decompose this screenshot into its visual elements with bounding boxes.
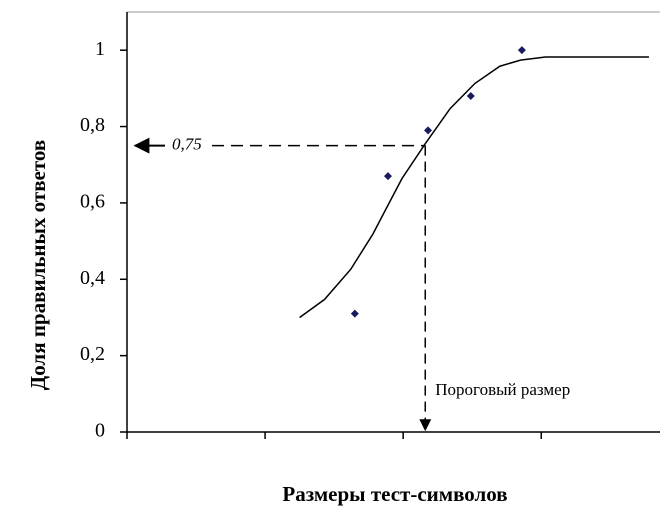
point [466, 92, 475, 100]
y-axis-label: Доля правильных ответов [26, 140, 50, 390]
point [350, 309, 359, 318]
point [517, 46, 526, 55]
y-tick-label: 1 [95, 38, 105, 60]
threshold-label: 0,75 [172, 135, 202, 154]
point [383, 172, 392, 181]
point [424, 126, 433, 135]
threshold-text: Пороговый размер [435, 380, 570, 399]
y-tick-label: 0,6 [80, 191, 105, 213]
y-tick-label: 0,4 [80, 267, 105, 289]
y-tick-label: 0,2 [80, 343, 105, 365]
y-tick-label: 0,8 [80, 114, 105, 136]
y-tick-label: 0 [95, 420, 105, 442]
x-axis-label: Размеры тест-символов [282, 482, 507, 506]
fit-curve [299, 56, 649, 319]
